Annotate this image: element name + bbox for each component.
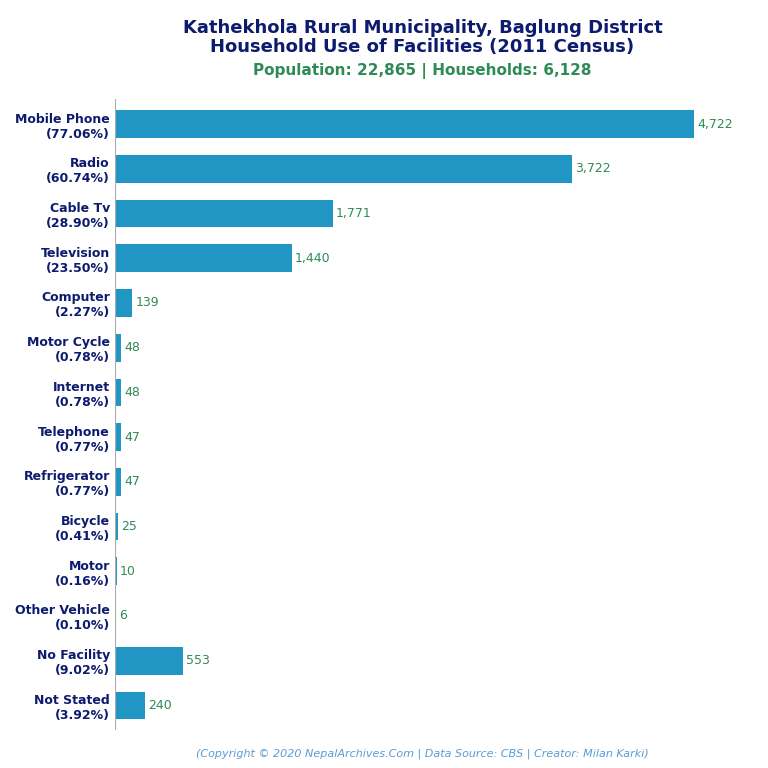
Text: 139: 139 (135, 296, 159, 310)
Bar (115, 691, 145, 719)
Text: 3,722: 3,722 (575, 162, 611, 175)
Text: 1,771: 1,771 (336, 207, 372, 220)
Text: 48: 48 (124, 386, 141, 399)
Bar (115, 647, 184, 674)
Text: 47: 47 (124, 475, 140, 488)
Text: 6: 6 (119, 610, 127, 622)
Bar (115, 423, 121, 451)
Bar (115, 334, 121, 362)
Text: 553: 553 (187, 654, 210, 667)
Bar (115, 200, 333, 227)
Text: 10: 10 (120, 564, 136, 578)
Text: Population: 22,865 | Households: 6,128: Population: 22,865 | Households: 6,128 (253, 63, 591, 79)
Text: 47: 47 (124, 431, 140, 444)
Bar (115, 155, 572, 183)
Text: 48: 48 (124, 341, 141, 354)
Bar (115, 513, 118, 541)
Bar (115, 111, 694, 138)
Text: Kathekhola Rural Municipality, Baglung District: Kathekhola Rural Municipality, Baglung D… (183, 19, 662, 37)
Text: 240: 240 (148, 699, 172, 712)
Text: Household Use of Facilities (2011 Census): Household Use of Facilities (2011 Census… (210, 38, 634, 56)
Bar (115, 379, 121, 406)
Bar (115, 558, 117, 585)
Bar (115, 468, 121, 495)
Text: 1,440: 1,440 (295, 252, 331, 265)
Bar (115, 244, 292, 272)
Text: 4,722: 4,722 (697, 118, 733, 131)
Bar (115, 289, 132, 316)
Text: 25: 25 (121, 520, 137, 533)
Text: (Copyright © 2020 NepalArchives.Com | Data Source: CBS | Creator: Milan Karki): (Copyright © 2020 NepalArchives.Com | Da… (196, 748, 649, 759)
